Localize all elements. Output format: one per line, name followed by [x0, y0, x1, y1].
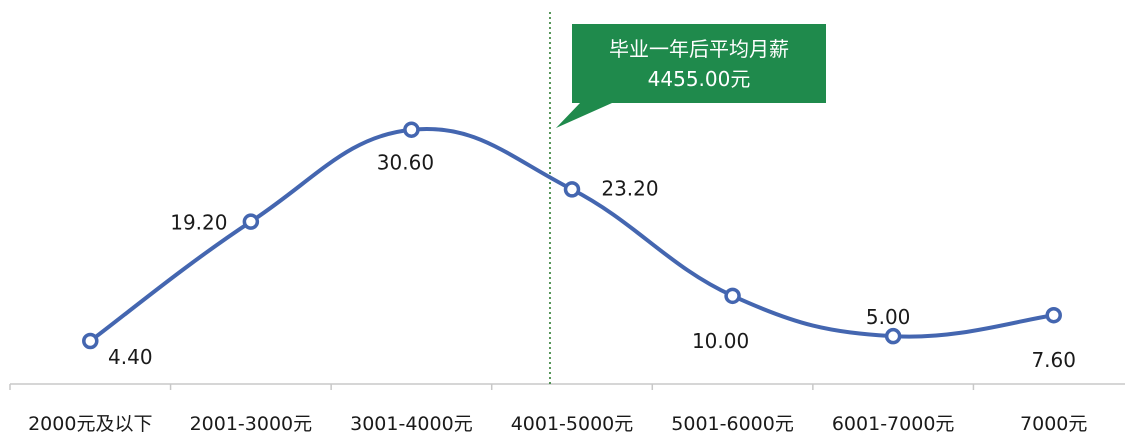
- data-labels: 4.40 19.20 30.60 23.20 10.00 5.00 7.60: [108, 151, 1076, 372]
- data-point: [563, 181, 581, 198]
- callout-title: 毕业一年后平均月薪: [609, 37, 789, 61]
- data-point: [884, 327, 902, 345]
- data-label: 19.20: [170, 211, 227, 235]
- callout-value: 4455.00元: [648, 67, 751, 91]
- data-point: [403, 121, 420, 138]
- series-layer: [82, 121, 1062, 350]
- data-label: 5.00: [866, 305, 911, 329]
- x-tick-label: 7000元: [1020, 413, 1087, 435]
- data-label: 23.20: [601, 176, 658, 200]
- x-tick-label: 5001-6000元: [671, 413, 794, 435]
- x-tick-label: 4001-5000元: [511, 413, 634, 435]
- data-label: 4.40: [108, 345, 153, 369]
- callout-box: [556, 24, 826, 128]
- data-point: [1045, 306, 1062, 324]
- data-point: [82, 332, 99, 350]
- x-tick-label: 2001-3000元: [190, 413, 313, 435]
- data-point: [242, 213, 260, 230]
- data-label: 30.60: [377, 151, 434, 175]
- data-label: 10.00: [692, 329, 749, 353]
- data-point: [724, 287, 741, 305]
- average-salary-callout: 毕业一年后平均月薪 4455.00元: [556, 24, 826, 128]
- x-tick-label: 6001-7000元: [832, 413, 955, 435]
- x-tick-label: 2000元及以下: [28, 413, 152, 435]
- data-label: 7.60: [1031, 348, 1076, 372]
- x-tick-label: 3001-4000元: [350, 413, 473, 435]
- x-axis: 2000元及以下 2001-3000元 3001-4000元 4001-5000元 50…: [9, 383, 1125, 435]
